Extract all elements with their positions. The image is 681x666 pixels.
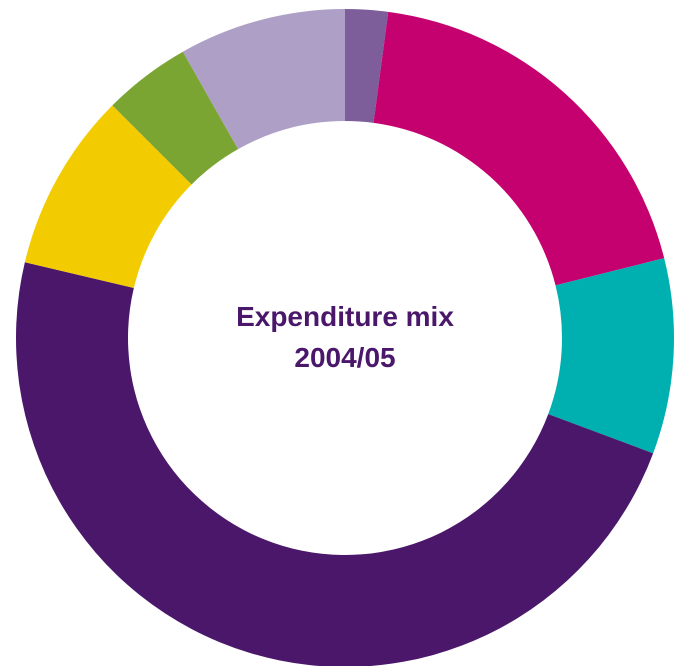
donut-slice-6 [112, 51, 239, 185]
donut-slices [16, 9, 675, 666]
donut-slice-3 [548, 258, 675, 454]
chart-title-line-1: Expenditure mix [236, 301, 454, 332]
donut-slice-2 [373, 11, 665, 286]
donut-slice-4 [16, 262, 654, 666]
donut-slice-7 [182, 9, 345, 150]
donut-slice-5 [24, 105, 192, 289]
donut-slice-1 [345, 9, 389, 123]
chart-title-line-2: 2004/05 [294, 342, 395, 373]
